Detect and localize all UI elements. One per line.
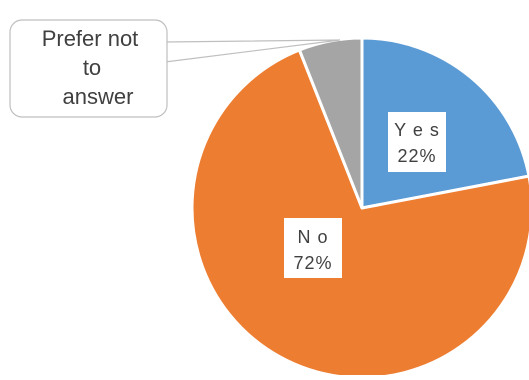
labels-layer: Prefer not to answer Y e s 22% N o 72% bbox=[9, 19, 446, 278]
data-label-no-name: N o bbox=[297, 227, 328, 247]
callout-box bbox=[9, 19, 168, 118]
data-label-yes-percent: 22% bbox=[397, 146, 436, 166]
data-label-yes: Y e s 22% bbox=[388, 112, 446, 172]
data-label-no-percent: 72% bbox=[293, 253, 332, 273]
callout-line-3: answer bbox=[63, 84, 134, 109]
data-label-yes-name: Y e s bbox=[394, 120, 440, 140]
callout-leader-line bbox=[164, 39, 341, 63]
pie-slice-no bbox=[190, 48, 529, 380]
data-label-no: N o 72% bbox=[284, 218, 342, 278]
callout-prefer-not-to-answer: Prefer not to answer bbox=[9, 19, 341, 118]
callout-line-1: Prefer not bbox=[42, 26, 139, 51]
callout-line-2: to bbox=[83, 55, 101, 80]
slices-layer bbox=[190, 36, 529, 380]
data-label-yes-box bbox=[388, 112, 446, 172]
data-label-no-box bbox=[284, 218, 342, 278]
